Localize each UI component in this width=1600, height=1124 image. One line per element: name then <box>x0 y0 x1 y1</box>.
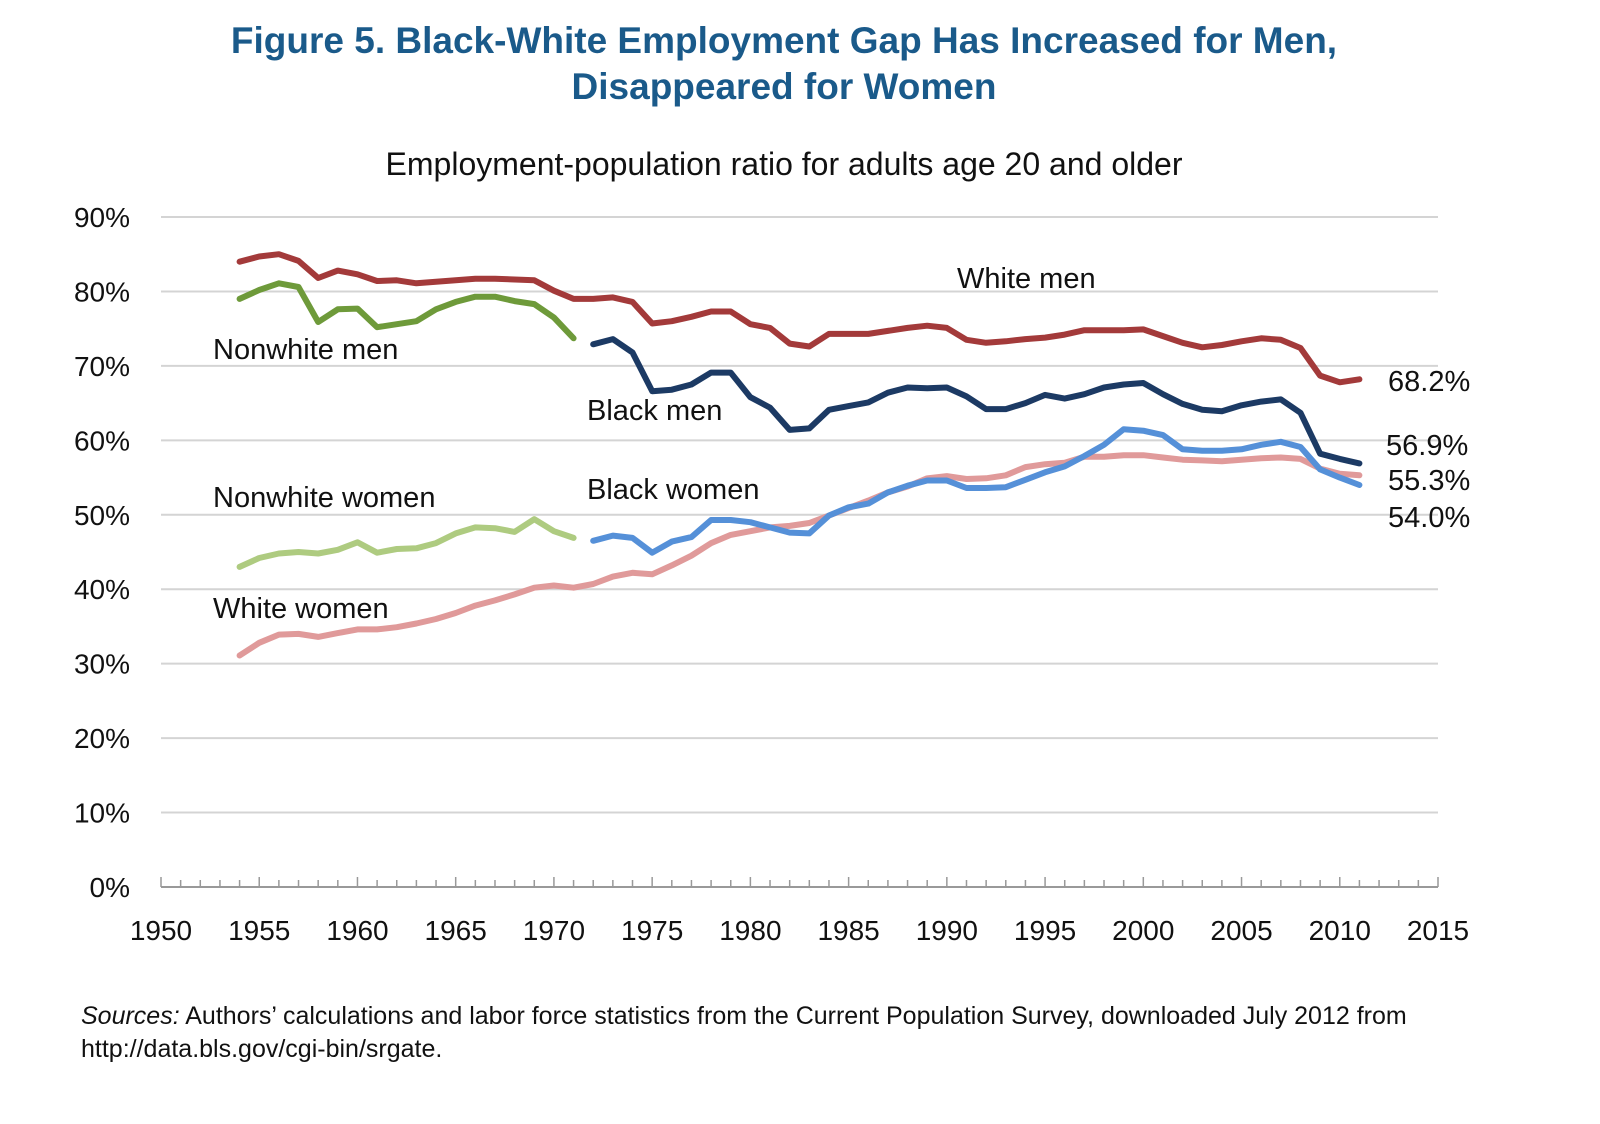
x-tick-label: 1955 <box>228 915 290 946</box>
x-tick-label: 1980 <box>719 915 781 946</box>
end-value-label: 68.2% <box>1388 366 1470 398</box>
y-tick-label: 60% <box>74 425 130 456</box>
series-label: Black women <box>587 474 759 506</box>
series-labels: White men Nonwhite men Black men Nonwhite w… <box>213 263 1096 625</box>
end-value-label: 56.9% <box>1386 430 1468 462</box>
x-tick-label: 1960 <box>326 915 388 946</box>
series-label: White men <box>957 263 1096 295</box>
x-tick-label: 1995 <box>1014 915 1076 946</box>
series-label: Nonwhite men <box>213 334 398 366</box>
end-value-label: 55.3% <box>1388 465 1470 497</box>
series-line-white-women <box>236 452 1363 659</box>
source-text: Authors’ calculations and labor force st… <box>81 1002 1407 1063</box>
x-axis-tick-labels: 1950 1955 1960 1965 1970 1975 1980 1985 1990 1995… <box>130 915 1469 946</box>
figure-title: Figure 5. Black-White Employment Gap Has… <box>0 18 1568 110</box>
series-label: Nonwhite women <box>213 482 435 514</box>
source-label: Sources: <box>81 1002 180 1030</box>
y-axis-tick-labels: 0% 10% 20% 30% 40% 50% 60% 70% 80% 90% <box>74 202 130 903</box>
y-tick-label: 80% <box>74 276 130 307</box>
x-tick-label: 2010 <box>1309 915 1371 946</box>
x-axis <box>160 877 1439 888</box>
end-value-labels: 68.2% 56.9%55.3% 54.0% <box>1386 366 1470 534</box>
gridlines <box>161 216 1438 814</box>
x-tick-label: 1975 <box>621 915 683 946</box>
series-label: White women <box>213 593 389 625</box>
end-value-label: 54.0% <box>1388 502 1470 534</box>
chart-title: Employment-population ratio for adults a… <box>385 146 1183 182</box>
series-line-black-men <box>590 336 1363 467</box>
y-tick-label: 30% <box>74 649 130 680</box>
series-lines <box>236 251 1363 659</box>
y-tick-label: 10% <box>74 798 130 829</box>
y-tick-label: 90% <box>74 202 130 233</box>
x-tick-label: 1985 <box>817 915 879 946</box>
series-label: Black men <box>587 395 722 427</box>
series-line-white-men <box>236 251 1363 386</box>
x-tick-label: 1970 <box>523 915 585 946</box>
y-tick-label: 0% <box>90 872 130 903</box>
x-tick-label: 1950 <box>130 915 192 946</box>
series-line-nonwhite-men <box>236 280 577 342</box>
y-tick-label: 50% <box>74 500 130 531</box>
x-tick-label: 2015 <box>1407 915 1469 946</box>
figure-title-line1: Figure 5. Black-White Employment Gap Has… <box>230 20 1338 61</box>
x-tick-label: 2000 <box>1112 915 1174 946</box>
y-tick-label: 70% <box>74 351 130 382</box>
y-tick-label: 20% <box>74 723 130 754</box>
x-tick-label: 1990 <box>916 915 978 946</box>
figure-title-line2: Disappeared for Women <box>571 66 997 107</box>
series-line-nonwhite-women <box>236 516 577 570</box>
x-tick-label: 2005 <box>1210 915 1272 946</box>
source-note: Sources: Authors’ calculations and labor… <box>81 1000 1481 1066</box>
x-tick-label: 1965 <box>425 915 487 946</box>
series-line-black-women <box>590 426 1363 556</box>
y-tick-label: 40% <box>74 574 130 605</box>
